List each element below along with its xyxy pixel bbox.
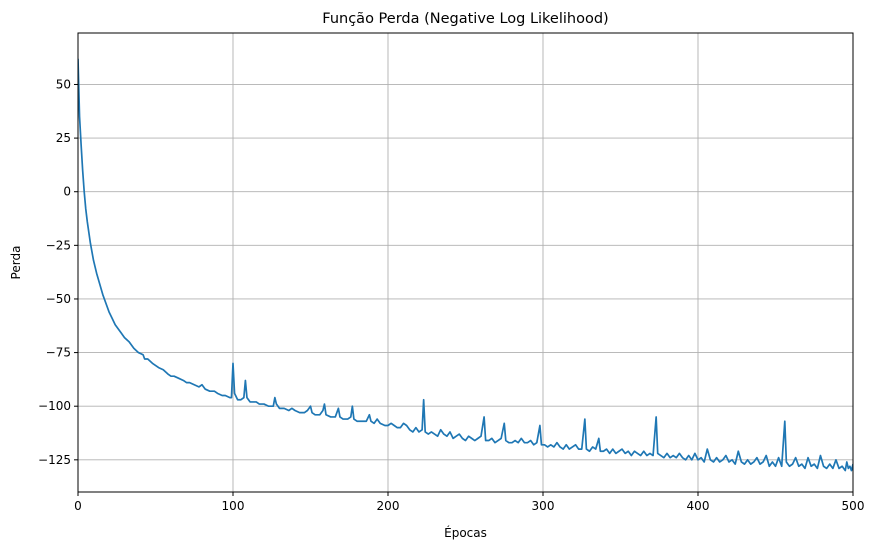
y-tick-label: −25 xyxy=(46,238,71,252)
y-tick-label: 25 xyxy=(56,131,71,145)
y-tick-label: −50 xyxy=(46,292,71,306)
y-axis: −125 −100 −75 −50 −25 0 25 50 xyxy=(38,77,78,467)
x-tick-label: 400 xyxy=(687,499,710,513)
x-tick-label: 200 xyxy=(377,499,400,513)
chart-title: Função Perda (Negative Log Likelihood) xyxy=(322,11,608,27)
axes-frame xyxy=(77,32,854,493)
x-tick-label: 300 xyxy=(532,499,555,513)
x-axis: 0 100 200 300 400 500 xyxy=(74,492,864,513)
y-axis-label: Perda xyxy=(9,246,23,280)
y-tick-label: −125 xyxy=(38,453,71,467)
x-tick-label: 0 xyxy=(74,499,82,513)
x-axis-label: Épocas xyxy=(444,525,487,540)
y-tick-label: 0 xyxy=(63,185,71,199)
x-tick-label: 500 xyxy=(842,499,865,513)
y-tick-label: −100 xyxy=(38,399,71,413)
y-tick-label: 50 xyxy=(56,77,71,91)
x-tick-label: 100 xyxy=(222,499,245,513)
loss-series-line xyxy=(78,58,853,472)
plot-area xyxy=(78,58,853,472)
y-tick-label: −75 xyxy=(46,346,71,360)
